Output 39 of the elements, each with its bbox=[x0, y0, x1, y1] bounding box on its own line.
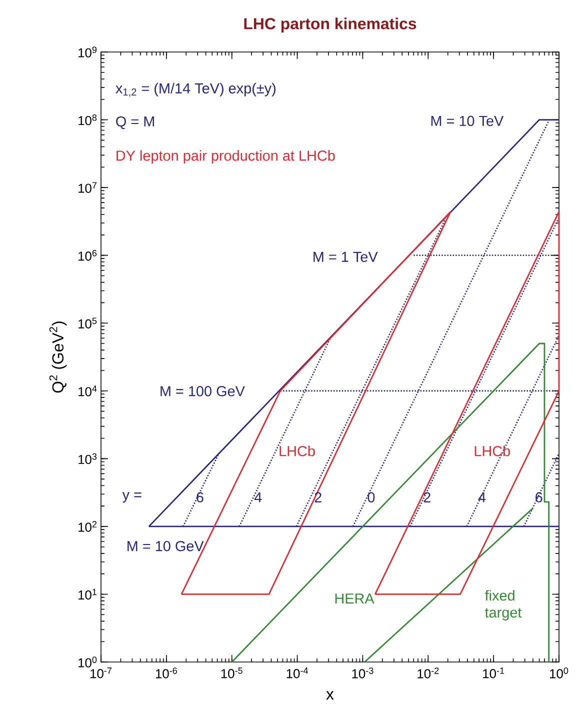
annotation: 2 bbox=[314, 492, 322, 502]
annotation: 2 bbox=[424, 492, 430, 502]
x-tick-label: 10$^{-3}$ bbox=[352, 668, 374, 678]
annotation: LHCb bbox=[280, 446, 315, 456]
annotation: 6 bbox=[196, 492, 204, 502]
y-tick-label: 10$^{4}$ bbox=[78, 386, 97, 396]
annotation: 6 bbox=[536, 492, 542, 502]
annotation: HERA bbox=[335, 594, 374, 604]
annotation: M = 1 TeV bbox=[314, 252, 378, 262]
annotation: M = 10 TeV bbox=[431, 116, 504, 126]
annotation: 0 bbox=[368, 492, 375, 502]
y-tick-label: 10$^{6}$ bbox=[78, 250, 97, 261]
annotation: LHCb bbox=[474, 446, 510, 456]
x-tick-label: 10$^{-7}$ bbox=[90, 668, 112, 678]
chart-title: LHC parton kinematics bbox=[244, 18, 416, 32]
x-tick-label: 10$^{-2}$ bbox=[418, 668, 439, 678]
annotation: x$_{1,2}$ = (M/14 TeV) exp(±y) bbox=[116, 82, 276, 97]
x-tick-label: 10$^{-5}$ bbox=[221, 668, 242, 678]
annotation: M = 10 GeV bbox=[128, 540, 204, 552]
y-tick-label: 10$^{7}$ bbox=[78, 182, 97, 193]
y-tick-label: 10$^{2}$ bbox=[78, 521, 97, 532]
y-tick-label: 10$^{8}$ bbox=[78, 114, 97, 126]
x-tick-label: 10$^{0}$ bbox=[550, 668, 568, 678]
annotation: Q = M bbox=[116, 116, 154, 130]
annotation: DY lepton pair production at LHCb bbox=[116, 150, 335, 164]
y-axis-title: Q$^{2}$ (GeV$^{2}$) bbox=[49, 322, 67, 393]
x-tick-label: 10$^{-4}$ bbox=[286, 668, 308, 678]
x-tick-label: 10$^{-6}$ bbox=[156, 668, 178, 678]
y-tick-label: 10$^{9}$ bbox=[78, 46, 97, 58]
annotation: y = bbox=[122, 492, 142, 503]
y-tick-label: 10$^{5}$ bbox=[78, 318, 97, 328]
y-tick-label: 10$^{1}$ bbox=[78, 588, 97, 600]
annotation: M = 100 GeV bbox=[160, 386, 245, 396]
x-axis-title: x bbox=[326, 691, 334, 700]
annotation: 4 bbox=[254, 492, 262, 502]
y-tick-label: 10$^{0}$ bbox=[78, 656, 97, 668]
x-tick-label: 10$^{-1}$ bbox=[483, 668, 504, 678]
annotation: fixed target bbox=[484, 590, 522, 620]
y-tick-label: 10$^{3}$ bbox=[78, 453, 97, 464]
